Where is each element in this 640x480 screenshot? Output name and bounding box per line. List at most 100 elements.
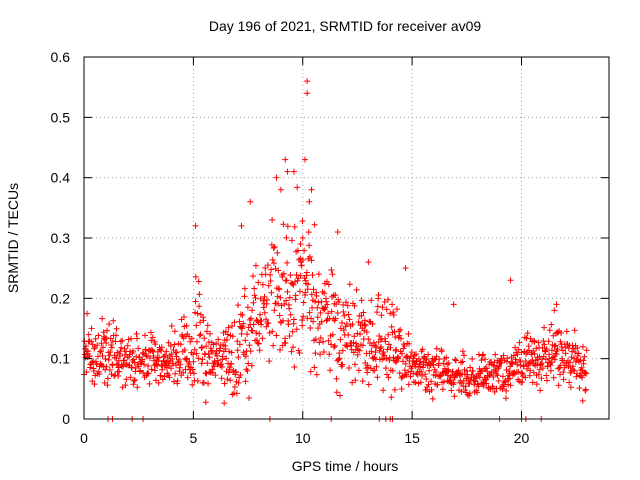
data-point — [503, 367, 510, 374]
data-point — [228, 349, 235, 356]
data-point — [499, 386, 506, 393]
data-point — [482, 356, 489, 363]
data-point — [244, 304, 251, 311]
data-point — [466, 392, 473, 399]
data-point — [495, 377, 502, 384]
data-point — [203, 328, 210, 335]
data-point — [177, 361, 184, 368]
data-point — [357, 331, 364, 338]
data-point — [292, 292, 299, 299]
data-point — [161, 373, 168, 380]
data-point — [533, 381, 540, 388]
data-point — [583, 370, 590, 377]
data-point — [576, 385, 583, 392]
data-point — [419, 346, 426, 353]
data-point — [260, 297, 267, 304]
data-point — [227, 377, 234, 384]
data-point — [548, 359, 555, 366]
data-point — [99, 352, 106, 359]
data-point — [289, 344, 296, 351]
data-point — [223, 336, 230, 343]
data-point — [123, 376, 130, 383]
data-point — [299, 256, 306, 263]
data-point — [440, 378, 447, 385]
data-point — [528, 351, 535, 358]
data-point — [256, 330, 263, 337]
data-point — [267, 278, 274, 285]
data-point — [192, 222, 199, 229]
data-point — [200, 317, 207, 324]
data-point — [116, 368, 123, 375]
data-point — [246, 342, 253, 349]
data-point — [524, 330, 531, 337]
data-point — [135, 363, 142, 370]
data-point — [406, 340, 413, 347]
data-point — [482, 377, 489, 384]
data-point — [298, 262, 305, 269]
data-point — [238, 330, 245, 337]
data-point — [203, 370, 210, 377]
data-point — [363, 329, 370, 336]
data-point — [351, 302, 358, 309]
data-point — [529, 357, 536, 364]
data-point — [475, 383, 482, 390]
data-point — [294, 247, 301, 254]
data-point — [360, 342, 367, 349]
data-point — [199, 344, 206, 351]
data-point — [306, 242, 313, 249]
data-point — [204, 360, 211, 367]
data-point — [535, 371, 542, 378]
data-point — [425, 381, 432, 388]
data-point — [96, 371, 103, 378]
data-point — [191, 346, 198, 353]
data-point — [139, 356, 146, 363]
data-point — [117, 338, 124, 345]
data-point — [300, 299, 307, 306]
data-point — [346, 281, 353, 288]
data-point — [210, 341, 217, 348]
data-point — [492, 351, 499, 358]
data-point — [183, 322, 190, 329]
data-point — [552, 342, 559, 349]
data-point — [298, 317, 305, 324]
data-point — [308, 315, 315, 322]
data-point — [168, 351, 175, 358]
data-point — [562, 350, 569, 357]
data-point — [388, 394, 395, 401]
data-point — [147, 354, 154, 361]
data-point — [353, 343, 360, 350]
data-point — [194, 377, 201, 384]
data-points — [81, 78, 590, 422]
data-point — [553, 301, 560, 308]
data-point — [402, 265, 409, 272]
data-point — [289, 328, 296, 335]
data-point — [362, 322, 369, 329]
data-point — [205, 380, 212, 387]
data-point — [429, 395, 436, 402]
y-tick-label: 0 — [62, 411, 70, 427]
data-point — [279, 273, 286, 280]
data-point — [196, 332, 203, 339]
data-point — [339, 361, 346, 368]
data-point — [392, 333, 399, 340]
data-point — [490, 373, 497, 380]
data-point — [376, 332, 383, 339]
data-point — [97, 348, 104, 355]
data-point — [440, 360, 447, 367]
data-point — [385, 341, 392, 348]
data-point — [305, 229, 312, 236]
data-point — [514, 361, 521, 368]
data-point — [284, 168, 291, 175]
data-point — [533, 345, 540, 352]
data-point — [251, 292, 258, 299]
data-point — [455, 367, 462, 374]
data-point — [307, 368, 314, 375]
data-point — [378, 312, 385, 319]
data-point — [397, 326, 404, 333]
data-point — [315, 271, 322, 278]
data-point — [167, 342, 174, 349]
data-point — [270, 245, 277, 252]
data-point — [517, 362, 524, 369]
data-point — [203, 343, 210, 350]
data-point — [461, 352, 468, 359]
